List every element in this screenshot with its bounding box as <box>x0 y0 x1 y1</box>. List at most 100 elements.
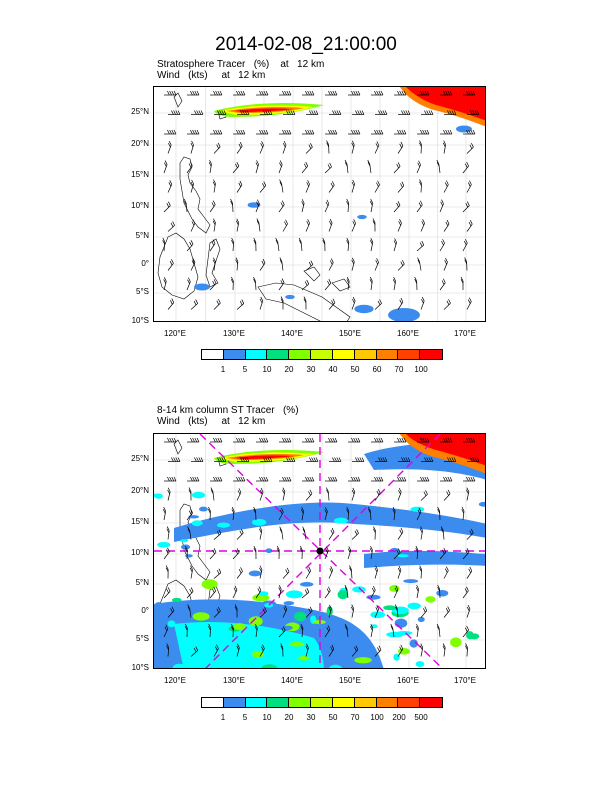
wind-barb <box>233 90 246 96</box>
wind-barb <box>306 110 319 115</box>
wind-barb <box>259 258 266 271</box>
wind-barb <box>420 219 425 232</box>
wind-barb <box>230 276 234 291</box>
wind-barb <box>237 110 250 115</box>
wind-barb <box>351 140 355 154</box>
wind-barb <box>256 90 269 96</box>
wind-barb <box>466 143 474 154</box>
wind-barb <box>255 199 260 213</box>
wind-barb <box>282 567 290 579</box>
panel2-lat-label: 0° <box>141 606 149 615</box>
wind-barb <box>415 623 419 638</box>
wind-barb <box>397 644 404 657</box>
wind-barb <box>213 298 221 310</box>
coastlines <box>157 92 351 321</box>
wind-barb <box>328 604 332 618</box>
wind-barb <box>346 237 350 252</box>
wind-barb <box>328 218 333 232</box>
wind-barb <box>351 604 355 618</box>
wind-barb <box>303 296 307 310</box>
wind-barb <box>370 238 374 252</box>
wind-barb <box>351 645 359 657</box>
panel1-colorbar-label: 1 <box>220 365 226 374</box>
wind-barb <box>163 201 171 213</box>
wind-barb <box>420 643 424 657</box>
panel1-lon-label: 130°E <box>223 329 245 338</box>
wind-barb <box>166 643 170 657</box>
panel2-colorbar-segment <box>202 698 224 707</box>
panel1-lon-label: 160°E <box>397 329 419 338</box>
wind-barb <box>397 527 404 540</box>
wind-barb <box>328 527 335 540</box>
panel2-lat-label: 10°S <box>131 663 149 672</box>
wind-barb <box>443 219 450 232</box>
panel1-colorbar-label: 10 <box>262 365 272 374</box>
panel1-lon-label: 120°E <box>164 329 186 338</box>
wind-barb <box>280 643 284 657</box>
wind-barb <box>236 643 240 657</box>
wind-barb <box>166 526 170 540</box>
wind-barb <box>298 237 303 252</box>
panel2-colorbar <box>201 697 443 708</box>
wind-barb <box>208 623 212 638</box>
wind-barb <box>440 129 453 135</box>
wind-barb <box>397 219 402 232</box>
wind-barb <box>351 179 355 193</box>
wind-barb <box>375 457 388 462</box>
wind-barb <box>463 129 476 135</box>
wind-barb <box>259 141 264 154</box>
wind-barb <box>231 237 234 252</box>
wind-barb <box>420 606 428 618</box>
map-gridlines <box>154 87 485 321</box>
wind-barb <box>163 277 167 291</box>
panel2-title-line2: Wind (kts) at 12 km <box>157 416 266 427</box>
wind-barb <box>259 296 264 310</box>
wind-barb <box>167 487 171 501</box>
wind-barb <box>419 140 422 154</box>
wind-barb <box>420 490 428 501</box>
panel1-title-line1: Stratosphere Tracer (%) at 12 km <box>157 59 325 70</box>
panel1-lat-label: 15°N <box>131 170 149 179</box>
wind-barb <box>278 200 285 213</box>
wind-barb <box>375 110 388 115</box>
panel2-colorbar-segment <box>398 698 421 707</box>
wind-barb <box>186 277 191 291</box>
wind-barb <box>348 476 361 482</box>
wind-barb <box>283 110 296 115</box>
wind-barb <box>305 180 310 193</box>
wind-barb <box>167 180 173 193</box>
wind-barb <box>282 219 288 232</box>
wind-barb <box>260 110 273 115</box>
wind-barb <box>300 623 304 638</box>
wind-barb <box>393 201 401 213</box>
wind-barb <box>210 476 223 482</box>
wind-barb <box>436 623 441 638</box>
wind-barb <box>416 200 423 213</box>
wind-barb <box>282 605 288 618</box>
panel2-colorbar-segment <box>267 698 290 707</box>
wind-barb <box>326 140 330 154</box>
wind-barb <box>347 546 352 560</box>
panel2-lat-label: 15°N <box>131 517 149 526</box>
wind-barb <box>346 198 350 213</box>
wind-barb <box>237 457 250 462</box>
wind-barb <box>236 142 243 154</box>
wind-barb <box>183 198 188 213</box>
wind-barb <box>235 257 239 271</box>
panel1-lon-label: 150°E <box>339 329 361 338</box>
wind-barb <box>370 624 374 638</box>
panel2-title-line1: 8-14 km column ST Tracer (%) <box>157 405 299 416</box>
wind-barb <box>184 545 188 560</box>
wind-barb <box>414 276 418 291</box>
wind-barb <box>162 507 167 521</box>
wind-barb <box>305 566 311 579</box>
wind-barb <box>209 279 217 291</box>
wind-barb <box>210 129 223 135</box>
panel2-lat-label: 20°N <box>131 486 149 495</box>
wind-barb <box>439 199 444 213</box>
wind-barb <box>416 240 425 252</box>
wind-barb <box>164 90 177 96</box>
panel1-colorbar-segment <box>354 350 377 359</box>
wind-barb <box>328 181 335 193</box>
wind-barb <box>259 607 267 618</box>
